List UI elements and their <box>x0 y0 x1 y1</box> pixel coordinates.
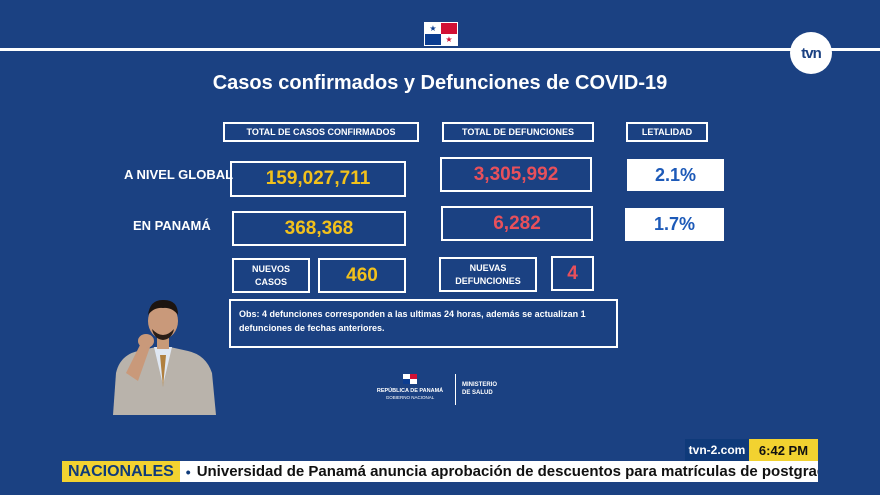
gov-flag-icon <box>403 374 417 384</box>
top-divider <box>0 48 880 51</box>
row-label-panama: EN PANAMÁ <box>133 218 211 233</box>
ticker-section: NACIONALES <box>62 461 180 482</box>
ministry-logo: REPÚBLICA DE PANAMÁ GOBIERNO NACIONAL MI… <box>372 374 512 406</box>
news-ticker: NACIONALES • Universidad de Panamá anunc… <box>62 461 818 482</box>
new-cases-label-line2: CASOS <box>254 276 287 287</box>
new-deaths-label-line1: NUEVAS <box>469 262 507 273</box>
gov-ministry-line2: DE SALUD <box>462 390 493 396</box>
panama-flag-icon: ★ ★ <box>424 22 458 46</box>
new-deaths-label: NUEVAS DEFUNCIONES <box>439 257 537 292</box>
interpreter-image <box>108 295 218 415</box>
panama-deaths-value: 6,282 <box>441 206 593 241</box>
tvn-logo-icon: tvn <box>790 32 832 74</box>
new-cases-value: 460 <box>318 258 406 293</box>
gov-divider <box>455 374 456 405</box>
observation-note: Obs: 4 defunciones corresponden a las ul… <box>229 299 618 348</box>
new-cases-label: NUEVOS CASOS <box>232 258 310 293</box>
global-cases-value: 159,027,711 <box>230 161 406 197</box>
site-badge: tvn-2.com <box>685 439 749 461</box>
page-title: Casos confirmados y Defunciones de COVID… <box>212 72 668 94</box>
gov-ministry-line1: MINISTERIO <box>462 382 498 388</box>
row-label-global: A NIVEL GLOBAL <box>124 167 234 182</box>
new-deaths-value: 4 <box>551 256 594 291</box>
global-deaths-value: 3,305,992 <box>440 157 592 192</box>
gov-ministry-text: MINISTERIO DE SALUD <box>462 381 497 397</box>
header-total-cases: TOTAL DE CASOS CONFIRMADOS <box>223 122 419 142</box>
panama-cases-value: 368,368 <box>232 211 406 246</box>
ticker-headline: Universidad de Panamá anuncia aprobación… <box>196 463 818 480</box>
global-lethality-value: 2.1% <box>627 159 724 191</box>
new-cases-label-line1: NUEVOS <box>251 263 290 274</box>
panama-lethality-value: 1.7% <box>625 208 724 241</box>
gov-gobierno-text: GOBIERNO NACIONAL <box>385 395 435 400</box>
time-badge: 6:42 PM <box>749 439 818 461</box>
gov-republic-text: REPÚBLICA DE PANAMÁ <box>376 388 444 394</box>
header-total-deaths: TOTAL DE DEFUNCIONES <box>442 122 594 142</box>
ticker-bullet-icon: • <box>185 463 191 480</box>
header-lethality: LETALIDAD <box>626 122 708 142</box>
new-deaths-label-line2: DEFUNCIONES <box>455 275 521 286</box>
